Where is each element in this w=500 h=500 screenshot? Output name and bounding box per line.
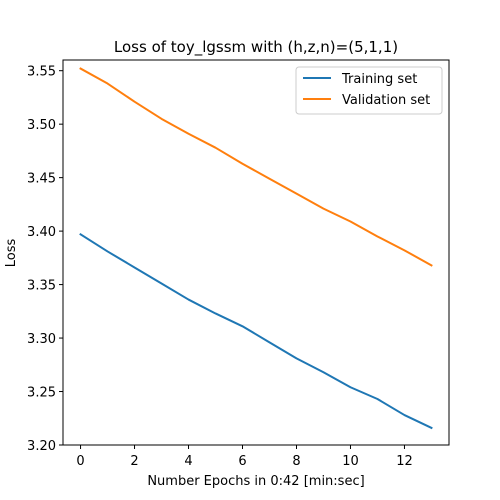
y-tick-label: 3.50	[27, 118, 56, 133]
y-axis: 3.20 3.25 3.30 3.35 3.40 3.45 3.50 3.55	[27, 65, 63, 454]
y-tick-label: 3.25	[27, 386, 56, 401]
plot-frame	[62, 59, 450, 446]
series-line-validation	[79, 67, 433, 267]
y-tick-label: 3.45	[27, 172, 56, 187]
y-tick-label: 3.35	[27, 279, 56, 294]
y-tick-label: 3.55	[27, 65, 56, 80]
x-tick-label: 12	[396, 454, 413, 469]
x-tick-label: 2	[130, 454, 138, 469]
legend-box	[295, 66, 443, 115]
y-tick-label: 3.30	[27, 332, 56, 347]
x-axis-label: Number Epochs in 0:42 [min:sec]	[147, 474, 364, 489]
y-tick-label: 3.40	[27, 225, 56, 240]
series-line-training	[79, 232, 433, 430]
y-axis-label: Loss	[4, 239, 19, 268]
x-tick-label: 8	[292, 454, 300, 469]
y-tick-label: 3.20	[27, 439, 56, 454]
legend-label-training: Training set	[341, 72, 417, 87]
plot-lines	[79, 67, 433, 430]
legend-label-validation: Validation set	[342, 93, 430, 108]
x-tick-label: 6	[238, 454, 246, 469]
x-axis: 0 2 4 6 8 10 12	[76, 445, 413, 469]
x-tick-label: 4	[184, 454, 192, 469]
x-tick-label: 0	[76, 454, 84, 469]
legend: Training set Validation set	[295, 66, 443, 115]
chart-title: Loss of toy_lgssm with (h,z,n)=(5,1,1)	[114, 38, 398, 57]
x-tick-label: 10	[342, 454, 359, 469]
